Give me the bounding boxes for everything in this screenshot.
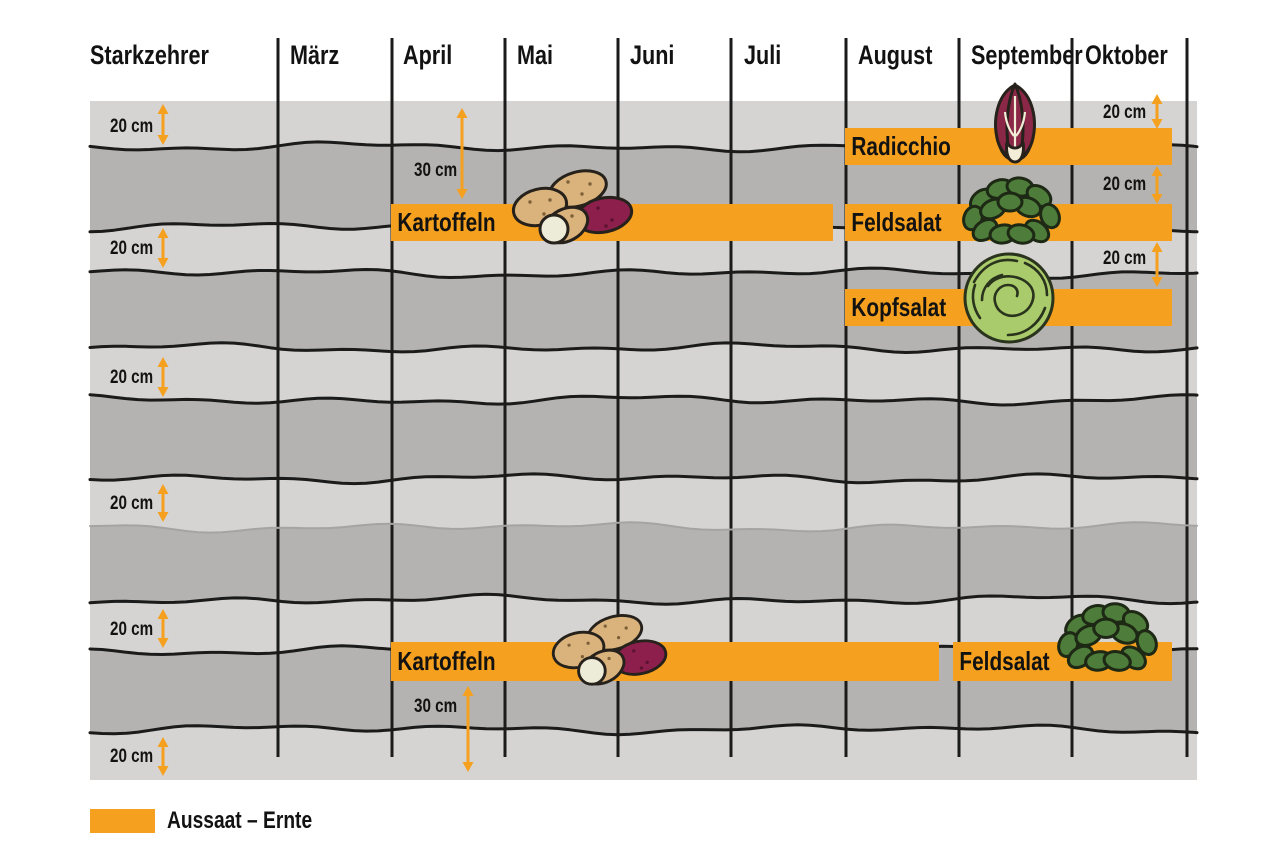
month-label-april: April bbox=[403, 40, 453, 70]
month-label-mai: Mai bbox=[517, 40, 554, 70]
spacing-arrow bbox=[155, 104, 171, 145]
legend-swatch bbox=[90, 809, 155, 833]
legend-label: Aussaat – Ernte bbox=[167, 807, 313, 834]
month-label-maerz: März bbox=[290, 40, 340, 70]
spacing-label-20cm: 20 cm bbox=[110, 493, 154, 514]
spacing-arrow bbox=[1149, 94, 1165, 129]
potatoes-icon bbox=[511, 169, 634, 245]
lamb-lettuce-icon bbox=[962, 176, 1061, 245]
radicchio-icon bbox=[994, 82, 1036, 164]
spacing-arrow bbox=[155, 228, 171, 268]
month-label-oktober: Oktober bbox=[1085, 40, 1168, 70]
spacing-label-20cm: 20 cm bbox=[110, 619, 154, 640]
head-lettuce-icon bbox=[963, 252, 1055, 344]
spacing-arrow bbox=[1149, 242, 1165, 287]
spacing-label-20cm: 20 cm bbox=[110, 238, 154, 259]
spacing-label-20cm: 20 cm bbox=[1103, 102, 1147, 123]
month-label-september: September bbox=[971, 40, 1083, 70]
bar-label: Kartoffeln bbox=[397, 207, 496, 237]
spacing-arrow bbox=[460, 686, 476, 772]
spacing-label-20cm: 20 cm bbox=[1103, 174, 1147, 195]
potatoes-icon bbox=[551, 614, 668, 686]
bar-label: Kopfsalat bbox=[851, 292, 947, 322]
spacing-arrow bbox=[1149, 166, 1165, 204]
spacing-arrow bbox=[155, 609, 171, 648]
spacing-arrow bbox=[155, 737, 171, 776]
spacing-label-20cm: 20 cm bbox=[110, 116, 154, 137]
spacing-label-30cm: 30 cm bbox=[414, 696, 458, 717]
spacing-label-30cm: 30 cm bbox=[414, 160, 458, 181]
bar-label: Kartoffeln bbox=[397, 646, 496, 676]
spacing-arrow bbox=[155, 484, 171, 522]
month-label-august: August bbox=[858, 40, 933, 70]
page-title: Starkzehrer bbox=[90, 40, 209, 70]
bar-label: Radicchio bbox=[851, 131, 951, 161]
bar-label: Feldsalat bbox=[959, 646, 1050, 676]
spacing-arrow bbox=[454, 108, 470, 199]
spacing-label-20cm: 20 cm bbox=[110, 746, 154, 767]
month-label-juni: Juni bbox=[630, 40, 675, 70]
spacing-label-20cm: 20 cm bbox=[110, 367, 154, 388]
month-label-juli: Juli bbox=[744, 40, 782, 70]
lamb-lettuce-icon bbox=[1057, 602, 1158, 672]
bar-label: Feldsalat bbox=[851, 207, 942, 237]
spacing-arrow bbox=[155, 357, 171, 397]
spacing-label-20cm: 20 cm bbox=[1103, 248, 1147, 269]
